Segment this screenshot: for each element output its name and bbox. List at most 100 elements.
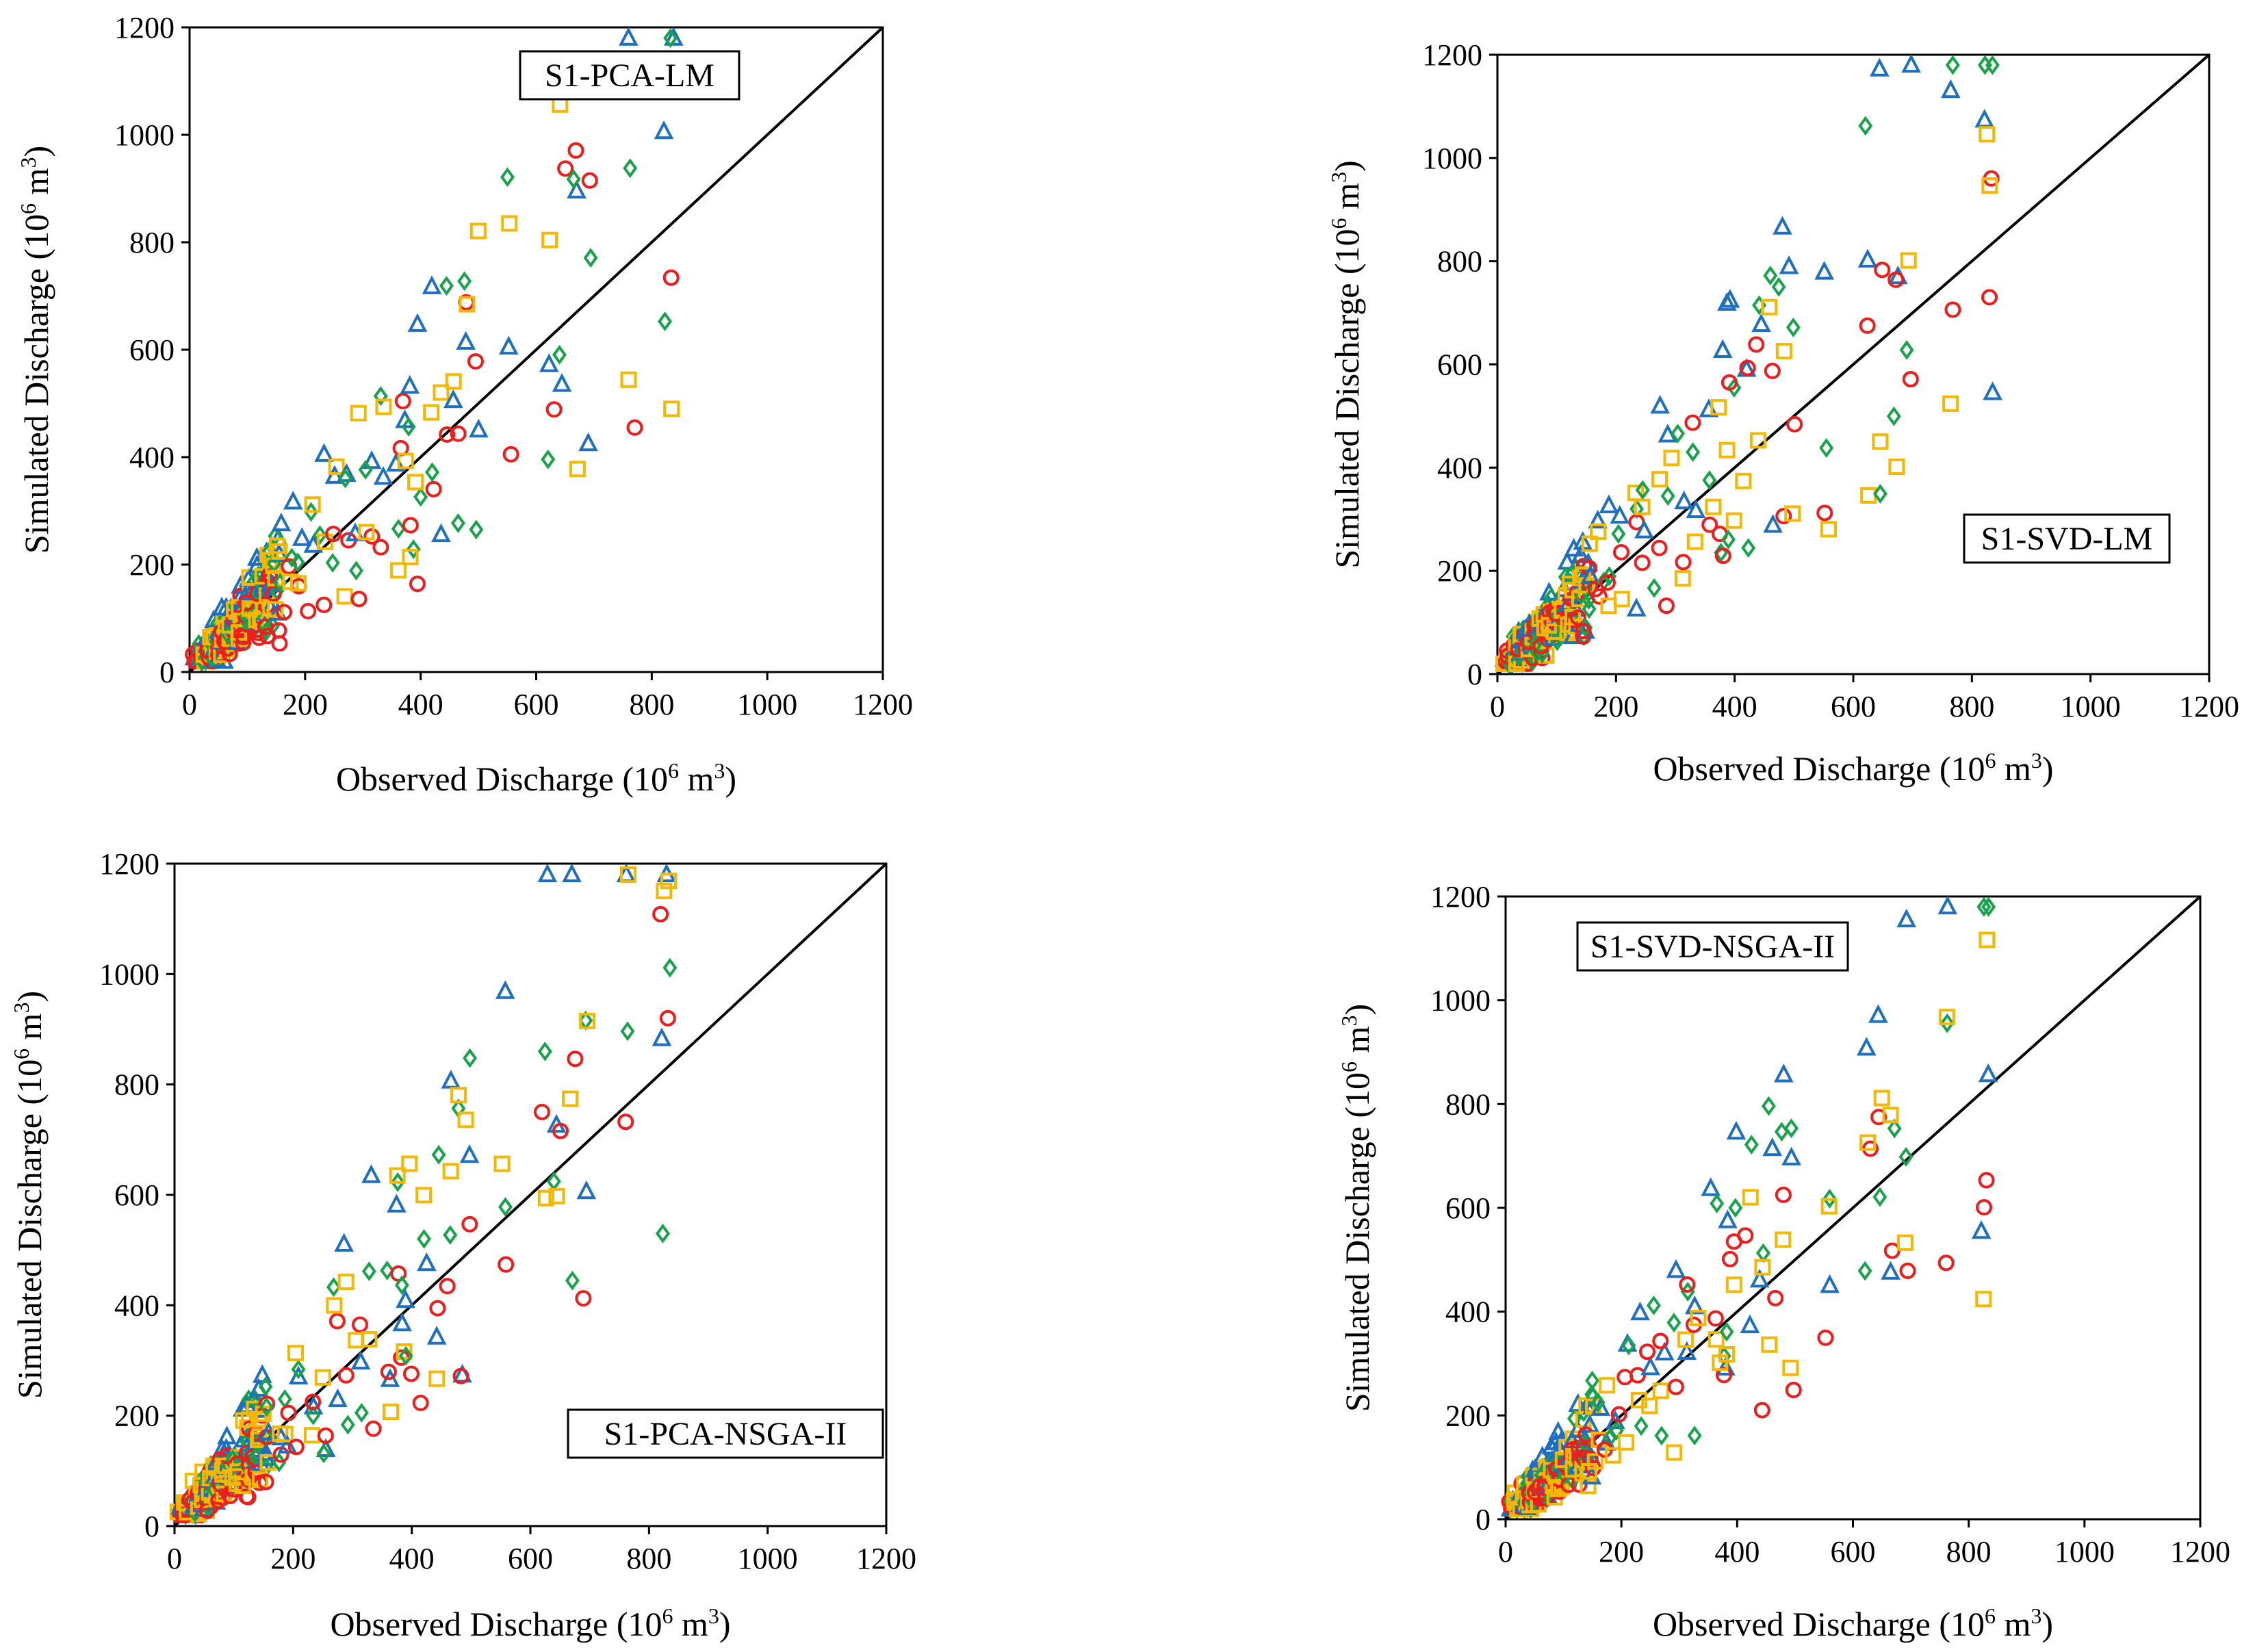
point-triangle-4-284 bbox=[1715, 1356, 1736, 1376]
point-square-1-251 bbox=[289, 575, 307, 592]
x-tick-label: 800 bbox=[626, 1542, 671, 1575]
point-diamond-3-249 bbox=[277, 1389, 292, 1409]
point-triangle-3-168 bbox=[217, 1425, 237, 1445]
point-triangle-2-300 bbox=[1751, 313, 1771, 333]
point-diamond-3-285 bbox=[390, 1172, 405, 1192]
point-square-2-339 bbox=[1942, 395, 1959, 412]
point-diamond-2-249 bbox=[1601, 566, 1616, 586]
point-circle-2-302 bbox=[1748, 336, 1765, 353]
point-circle-2-326 bbox=[1874, 261, 1891, 279]
point-circle-3-310 bbox=[452, 1367, 469, 1384]
point-triangle-1-244 bbox=[283, 491, 303, 510]
point-circle-3-250 bbox=[280, 1404, 297, 1421]
point-square-1-339 bbox=[620, 371, 637, 388]
y-tick-label: 200 bbox=[129, 548, 175, 582]
point-circle-4-298 bbox=[1737, 1227, 1754, 1244]
panel-label: S1-PCA-LM bbox=[545, 57, 714, 94]
point-triangle-1-248 bbox=[292, 527, 312, 546]
point-square-4-255 bbox=[1618, 1434, 1635, 1451]
point-triangle-3-328 bbox=[562, 863, 582, 883]
point-triangle-4-169 bbox=[1548, 1421, 1569, 1440]
point-square-1-291 bbox=[402, 548, 419, 565]
point-square-2-179 bbox=[1540, 617, 1557, 634]
point-diamond-3-257 bbox=[306, 1405, 321, 1425]
point-diamond-3-293 bbox=[398, 1345, 413, 1366]
point-diamond-2-297 bbox=[1741, 538, 1756, 558]
point-diamond-3-281 bbox=[380, 1261, 395, 1280]
point-diamond-2-277 bbox=[1686, 442, 1701, 462]
x-tick-label: 0 bbox=[167, 1542, 182, 1575]
point-square-4-263 bbox=[1641, 1397, 1658, 1415]
y-tick-label: 0 bbox=[144, 1510, 159, 1543]
point-circle-1-174 bbox=[235, 628, 252, 645]
point-square-1-307 bbox=[445, 373, 462, 390]
point-triangle-4-300 bbox=[1749, 1269, 1770, 1288]
point-diamond-1-321 bbox=[541, 449, 556, 469]
point-circle-4-212 bbox=[1571, 1476, 1588, 1493]
point-triangle-2-252 bbox=[1610, 504, 1630, 524]
y-tick-label: 1200 bbox=[1430, 880, 1491, 914]
x-axis-title: Observed Discharge (106 m3) bbox=[1653, 748, 2053, 788]
y-tick-label: 1000 bbox=[1422, 142, 1482, 175]
point-circle-3-254 bbox=[287, 1438, 305, 1456]
point-circle-4-258 bbox=[1629, 1367, 1646, 1384]
point-circle-3-258 bbox=[305, 1393, 322, 1410]
point-triangle-2-240 bbox=[1580, 565, 1601, 584]
point-circle-3-342 bbox=[652, 905, 669, 922]
panel-label: S1-SVD-NSGA-II bbox=[1590, 929, 1835, 965]
point-circle-3-266 bbox=[328, 1313, 346, 1330]
point-circle-3-294 bbox=[402, 1365, 420, 1382]
point-triangle-4-256 bbox=[1630, 1301, 1650, 1321]
point-triangle-2-256 bbox=[1626, 597, 1647, 617]
y-axis-title: Simulated Discharge (106 m3) bbox=[1326, 160, 1366, 568]
point-triangle-3-320 bbox=[537, 863, 558, 883]
point-triangle-1-324 bbox=[552, 373, 572, 392]
x-tick-label: 1200 bbox=[853, 688, 913, 721]
point-circle-2-298 bbox=[1739, 359, 1756, 376]
point-square-3-307 bbox=[442, 1163, 459, 1180]
point-diamond-2-265 bbox=[1647, 578, 1662, 598]
point-square-4-339 bbox=[1938, 1009, 1955, 1026]
point-diamond-2-269 bbox=[1660, 486, 1675, 506]
point-square-4-271 bbox=[1666, 1444, 1683, 1461]
point-square-3-271 bbox=[337, 1274, 355, 1291]
x-tick-label: 400 bbox=[389, 1542, 435, 1575]
point-triangle-2-324 bbox=[1869, 57, 1890, 77]
point-circle-3-282 bbox=[380, 1363, 397, 1380]
point-triangle-2-260 bbox=[1634, 519, 1654, 539]
point-square-4-283 bbox=[1708, 1331, 1725, 1348]
point-diamond-1-265 bbox=[337, 468, 352, 489]
point-square-1-263 bbox=[328, 459, 345, 476]
point-square-3-343 bbox=[656, 882, 673, 899]
point-diamond-3-253 bbox=[291, 1359, 306, 1380]
point-square-2-331 bbox=[1888, 459, 1905, 476]
point-square-3-311 bbox=[450, 1087, 467, 1104]
point-triangle-1-312 bbox=[469, 418, 489, 438]
point-diamond-2-329 bbox=[1886, 406, 1901, 426]
point-square-2-263 bbox=[1634, 498, 1651, 515]
point-diamond-1-329 bbox=[566, 169, 581, 190]
point-diamond-4-341 bbox=[1976, 896, 1992, 917]
point-diamond-4-261 bbox=[1646, 1295, 1661, 1316]
point-square-3-202 bbox=[234, 1477, 251, 1495]
point-square-2-307 bbox=[1761, 298, 1778, 315]
point-square-3-275 bbox=[348, 1332, 365, 1349]
point-diamond-1-345 bbox=[663, 28, 678, 49]
one-to-one-line bbox=[1496, 53, 2211, 675]
point-square-3-251 bbox=[276, 1425, 294, 1443]
point-circle-3-314 bbox=[461, 1215, 478, 1232]
point-circle-4-334 bbox=[1899, 1263, 1916, 1280]
point-triangle-4-280 bbox=[1701, 1177, 1721, 1196]
point-diamond-2-309 bbox=[1771, 276, 1786, 297]
point-triangle-1-300 bbox=[431, 523, 451, 543]
point-square-2-311 bbox=[1775, 343, 1792, 360]
point-circle-4-330 bbox=[1883, 1242, 1900, 1259]
point-diamond-3-329 bbox=[565, 1270, 580, 1291]
y-axis-title: Simulated Discharge (106 m3) bbox=[9, 991, 49, 1399]
point-square-4-295 bbox=[1725, 1276, 1742, 1293]
point-square-2-283 bbox=[1705, 498, 1722, 515]
point-circle-3-262 bbox=[317, 1427, 334, 1444]
point-diamond-3-273 bbox=[354, 1402, 369, 1423]
point-circle-2-330 bbox=[1887, 271, 1905, 288]
point-diamond-1-313 bbox=[469, 519, 484, 540]
